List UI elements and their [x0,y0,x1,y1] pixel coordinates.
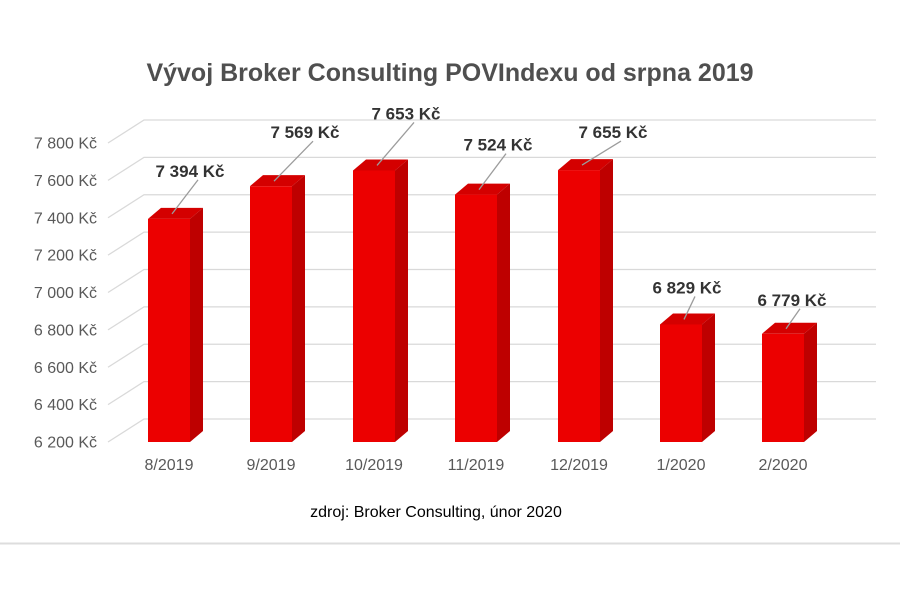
gridline [107,119,876,144]
source-note: zdroj: Broker Consulting, únor 2020 [310,504,562,521]
y-axis-tick-label: 6 800 Kč [34,322,97,339]
y-axis-tick-label: 6 200 Kč [34,435,97,452]
gridline [107,268,876,294]
gridline [107,343,876,368]
data-label-leader-line [785,308,801,330]
bar-side-face [292,175,305,442]
data-label: 7 653 Kč [372,104,441,123]
x-axis-labels-group: 8/2019 9/2019 10/2019 11/2019 12/2019 1/2020 2… [145,457,808,474]
x-axis-category-label: 9/2019 [247,457,296,474]
data-label-leader-line [171,179,199,215]
data-label-leader-line [581,140,622,166]
bar-top-face [455,183,510,195]
bar [353,170,395,442]
gridline [107,380,876,406]
bar-top-face [762,322,817,334]
bar-side-face [395,159,408,442]
data-label: 7 394 Kč [156,162,225,181]
x-axis-category-label: 10/2019 [345,457,403,474]
gridline [107,194,876,219]
bar-top-face [148,207,203,219]
bar-top-face [353,159,408,171]
bar-side-face [600,159,613,443]
bar-side-face [702,313,715,442]
x-axis-category-label: 1/2020 [657,457,706,474]
gridline [107,231,876,256]
bar-side-face [190,207,203,442]
bar [148,218,190,442]
bar-top-face [558,159,613,171]
data-label: 7 569 Kč [271,123,340,142]
data-label: 7 524 Kč [464,136,533,155]
x-axis-category-label: 11/2019 [448,457,505,474]
data-labels-group: 7 394 Kč 7 569 Kč 7 653 Kč 7 524 Kč 7 655 Kč… [156,104,827,330]
y-axis-tick-label: 7 800 Kč [34,136,97,153]
bar-side-face [804,322,817,442]
y-axis-tick-label: 7 600 Kč [34,173,97,190]
gridlines-group [107,119,876,443]
data-label-leader-line [478,153,507,190]
y-axis-tick-label: 6 600 Kč [34,360,97,377]
data-label-leader-line [273,140,314,182]
data-label-leader-line [683,296,696,320]
bar [660,324,702,442]
bar-top-face [250,175,305,187]
bar [762,333,804,442]
data-label-leader-line [376,122,415,166]
chart-title: Vývoj Broker Consulting POVIndexu od srp… [146,59,753,87]
x-axis-category-label: 2/2020 [759,457,808,474]
y-axis-labels-group: 7 800 Kč 7 600 Kč 7 400 Kč 7 200 Kč 7 000 Kč… [34,136,97,452]
gridline [107,156,876,181]
gridline [107,306,876,331]
data-label: 7 655 Kč [579,123,648,142]
bars-group [148,159,817,443]
bar [558,170,600,443]
x-axis-category-label: 12/2019 [550,457,608,474]
bar-side-face [497,183,510,442]
bar [250,186,292,442]
bar-top-face [660,313,715,325]
y-axis-tick-label: 7 000 Kč [34,285,97,302]
x-axis-category-label: 8/2019 [145,457,194,474]
gridline [107,418,876,443]
data-label: 6 829 Kč [653,278,722,297]
y-axis-tick-label: 7 400 Kč [34,210,97,227]
y-axis-tick-label: 7 200 Kč [34,248,97,265]
y-axis-tick-label: 6 400 Kč [34,397,97,414]
bar [455,194,497,442]
data-label: 6 779 Kč [758,291,827,310]
